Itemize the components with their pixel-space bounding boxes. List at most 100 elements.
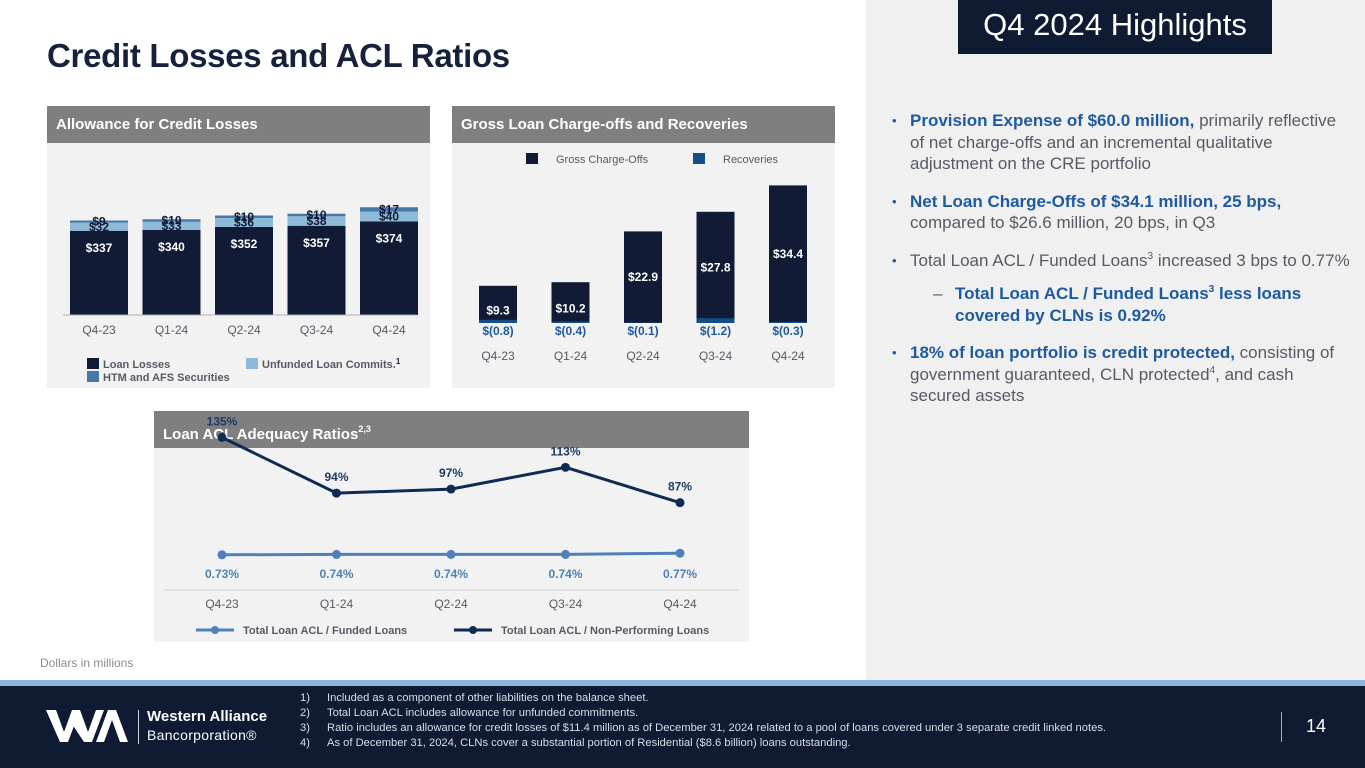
x-tick-label: Q1-24 — [320, 597, 354, 611]
npl-ratio-label: 135% — [207, 414, 238, 428]
legend-marker — [469, 626, 477, 634]
highlight-text: Total Loan ACL / Funded Loans — [910, 250, 1148, 270]
bullet-glyph: • — [892, 252, 897, 268]
loan-losses-label: $352 — [231, 237, 258, 251]
bullet-glyph: • — [892, 113, 897, 128]
securities-bar — [360, 207, 418, 212]
highlight-acl-ratio: • Total Loan ACL / Funded Loans3 increas… — [891, 250, 1351, 272]
highlights-title: Q4 2024 Highlights — [958, 0, 1272, 54]
legend-swatch — [87, 358, 99, 369]
highlight-bold: Net Loan Charge-Offs of $34.1 million, 2… — [910, 191, 1282, 211]
x-tick-label: Q2-24 — [434, 597, 468, 611]
recovery-label: $(1.2) — [700, 324, 731, 338]
loan-losses-bar — [142, 230, 201, 315]
gross-charge-off-bar — [479, 285, 517, 323]
bullet-glyph: • — [892, 345, 897, 360]
x-tick-label: Q4-24 — [372, 323, 406, 337]
unfunded-commits-label: $33 — [161, 219, 181, 233]
securities-label: $10 — [234, 210, 254, 224]
unfunded-commits-bar — [142, 221, 201, 230]
legend-swatch — [693, 153, 705, 164]
x-tick-label: Q4-24 — [771, 349, 805, 363]
loan-losses-label: $340 — [158, 240, 185, 254]
footnote-number: 2) — [300, 707, 310, 719]
footnote: 4) As of December 31, 2024, CLNs cover a … — [300, 736, 1106, 751]
x-tick-label: Q1-24 — [554, 349, 588, 363]
securities-bar — [70, 220, 128, 223]
securities-bar — [215, 215, 273, 218]
legend-label: Recoveries — [723, 154, 779, 166]
npl-ratio-label: 113% — [550, 444, 580, 458]
footnote-text: As of December 31, 2024, CLNs cover a su… — [327, 737, 851, 749]
ratio-chart-header: Loan ACL Adequacy Ratios2,3 — [154, 411, 749, 448]
funded-ratio-point — [675, 548, 685, 558]
bullet-glyph: • — [892, 193, 897, 209]
recovery-bar — [479, 319, 517, 323]
page-title: Credit Losses and ACL Ratios — [47, 37, 510, 74]
funded-ratio-label: 0.74% — [434, 567, 468, 581]
footnote-ref: 3 — [1208, 284, 1215, 295]
gross-charge-off-bar — [769, 185, 807, 323]
legend-marker — [211, 626, 219, 634]
ratio-chart-panel: Loan ACL Adequacy Ratios2,3 135% 94% 97% 11… — [154, 411, 749, 642]
x-tick-label: Q4-23 — [481, 349, 515, 363]
highlight-text: compared to $26.6 million, 20 bps, in Q3 — [910, 213, 1216, 232]
gco-chart-panel: Gross Loan Charge-offs and Recoveries $9… — [452, 106, 835, 388]
company-subname: Bancorporation® — [147, 727, 257, 743]
highlight-bold: 18% of loan portfolio is credit protecte… — [910, 343, 1235, 362]
dash-glyph: – — [933, 284, 943, 303]
legend-swatch — [526, 153, 538, 164]
highlight-provision: • Provision Expense of $60.0 million, pr… — [891, 110, 1351, 175]
x-tick-label: Q3-24 — [549, 597, 583, 611]
funded-ratio-point — [561, 549, 570, 559]
highlight-net-charge-offs: • Net Loan Charge-Offs of $34.1 million,… — [891, 191, 1351, 234]
funded-ratio-point — [332, 549, 341, 559]
funded-ratio-label: 0.73% — [205, 567, 239, 581]
x-tick-label: Q3-24 — [699, 349, 733, 363]
gco-chart-title: Gross Loan Charge-offs and Recoveries — [461, 116, 748, 133]
securities-label: $17 — [379, 202, 399, 216]
highlight-bold: Provision Expense of $60.0 million, — [910, 111, 1195, 130]
legend-label: Total Loan ACL / Funded Loans — [243, 625, 407, 637]
recovery-bar — [769, 321, 807, 323]
unfunded-commits-bar — [287, 216, 346, 226]
highlight-credit-protected: • 18% of loan portfolio is credit protec… — [891, 342, 1351, 407]
loan-losses-label: $357 — [303, 236, 330, 250]
securities-label: $9 — [92, 215, 106, 229]
x-tick-label: Q1-24 — [155, 323, 189, 337]
npl-ratio-point — [561, 462, 570, 472]
gross-charge-off-bar — [696, 211, 735, 323]
funded-ratio-point — [446, 549, 456, 559]
gross-charge-off-label: $27.8 — [700, 260, 730, 274]
footnote-number: 4) — [300, 737, 310, 749]
acl-chart-panel: Allowance for Credit Losses $337 $32 $9 Q4-… — [47, 106, 430, 388]
funded-ratio-label: 0.77% — [663, 567, 697, 581]
securities-label: $10 — [306, 208, 326, 222]
footnote: 1) Included as a component of other liabi… — [300, 691, 1106, 706]
unfunded-commits-label: $38 — [306, 214, 326, 228]
npl-ratio-point — [446, 484, 456, 494]
highlight-text: increased 3 bps to 0.77% — [1153, 250, 1350, 270]
securities-bar — [287, 213, 346, 217]
gross-charge-off-label: $22.9 — [628, 270, 658, 284]
footnote-text: Ratio includes an allowance for credit l… — [327, 722, 1107, 734]
footnote: 3) Ratio includes an allowance for credit… — [300, 721, 1106, 736]
unfunded-commits-label: $36 — [234, 216, 254, 230]
loan-losses-bar — [70, 230, 128, 315]
funded-ratio-point — [217, 550, 227, 560]
western-alliance-logo-icon — [46, 710, 128, 742]
recovery-label: $(0.4) — [555, 324, 586, 338]
recovery-bar — [551, 321, 590, 323]
units-note: Dollars in millions — [40, 656, 134, 670]
highlight-text: consisting of government guaranteed, CLN… — [910, 343, 1335, 384]
recovery-bar — [696, 318, 735, 323]
highlight-text: primarily reflective of net charge-offs … — [910, 111, 1337, 173]
recovery-label: $(0.1) — [627, 324, 658, 338]
gross-charge-off-label: $10.2 — [555, 302, 585, 316]
npl-ratio-point — [332, 488, 341, 498]
highlight-bold: Total Loan ACL / Funded Loans — [955, 284, 1209, 303]
securities-bar — [142, 219, 201, 222]
ratio-chart: 135% 94% 97% 113% 87% 0.73% 0.74% 0.74% 0.74% 0.7… — [164, 414, 739, 637]
highlight-acl-ratio-sub: – Total Loan ACL / Funded Loans3 less lo… — [891, 283, 1351, 326]
gross-charge-off-bar — [624, 231, 662, 323]
